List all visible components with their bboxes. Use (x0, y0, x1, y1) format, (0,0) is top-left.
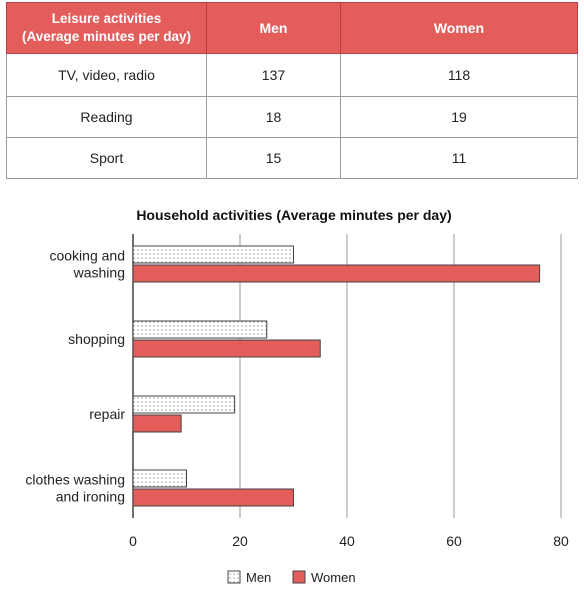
leisure-table: Leisure activities (Average minutes per … (6, 2, 579, 179)
header-women: Women (339, 2, 579, 54)
header-line2: (Average minutes per day) (21, 29, 192, 44)
chart-bars (132, 245, 541, 507)
x-tick-label: 80 (553, 533, 569, 549)
legend-women-label: Women (311, 570, 356, 585)
men-value: 15 (206, 137, 341, 179)
x-tick-label: 60 (446, 533, 462, 549)
men-value: 137 (206, 53, 341, 97)
legend-women-swatch (292, 570, 306, 584)
bar-women (132, 339, 321, 358)
x-tick-labels: 0 20 40 60 80 (129, 533, 569, 549)
women-value: 118 (339, 53, 579, 97)
bar-men (132, 245, 294, 264)
category-label: cooking and (49, 248, 125, 264)
table-row: Reading 18 19 (6, 96, 579, 138)
table-header-row: Leisure activities (Average minutes per … (6, 2, 579, 54)
women-value: 11 (339, 137, 579, 179)
bar-women (132, 488, 294, 507)
chart-title: Household activities (Average minutes pe… (136, 207, 451, 223)
legend-men-label: Men (246, 570, 271, 585)
category-label: shopping (68, 331, 125, 347)
table-row: TV, video, radio 137 118 (6, 53, 579, 97)
row-label: Sport (6, 137, 207, 179)
bar-men (132, 395, 236, 414)
bar-women (132, 264, 541, 283)
table-row: Sport 15 11 (6, 137, 579, 179)
category-label: repair (89, 406, 125, 422)
x-tick-label: 40 (339, 533, 355, 549)
bar-men (132, 320, 268, 339)
row-label: TV, video, radio (6, 53, 207, 97)
header-men: Men (206, 2, 341, 54)
header-line1: Leisure activities (51, 11, 162, 26)
bar-men (132, 469, 187, 488)
x-tick-label: 20 (232, 533, 248, 549)
legend-men-swatch (227, 570, 241, 584)
header-leisure-activities: Leisure activities (Average minutes per … (6, 2, 207, 54)
chart-legend: Men Women (227, 570, 356, 585)
category-label: clothes washing (25, 472, 125, 488)
category-label: and ironing (56, 489, 125, 505)
x-tick-label: 0 (129, 533, 137, 549)
category-label: washing (73, 265, 125, 281)
bar-women (132, 414, 182, 433)
